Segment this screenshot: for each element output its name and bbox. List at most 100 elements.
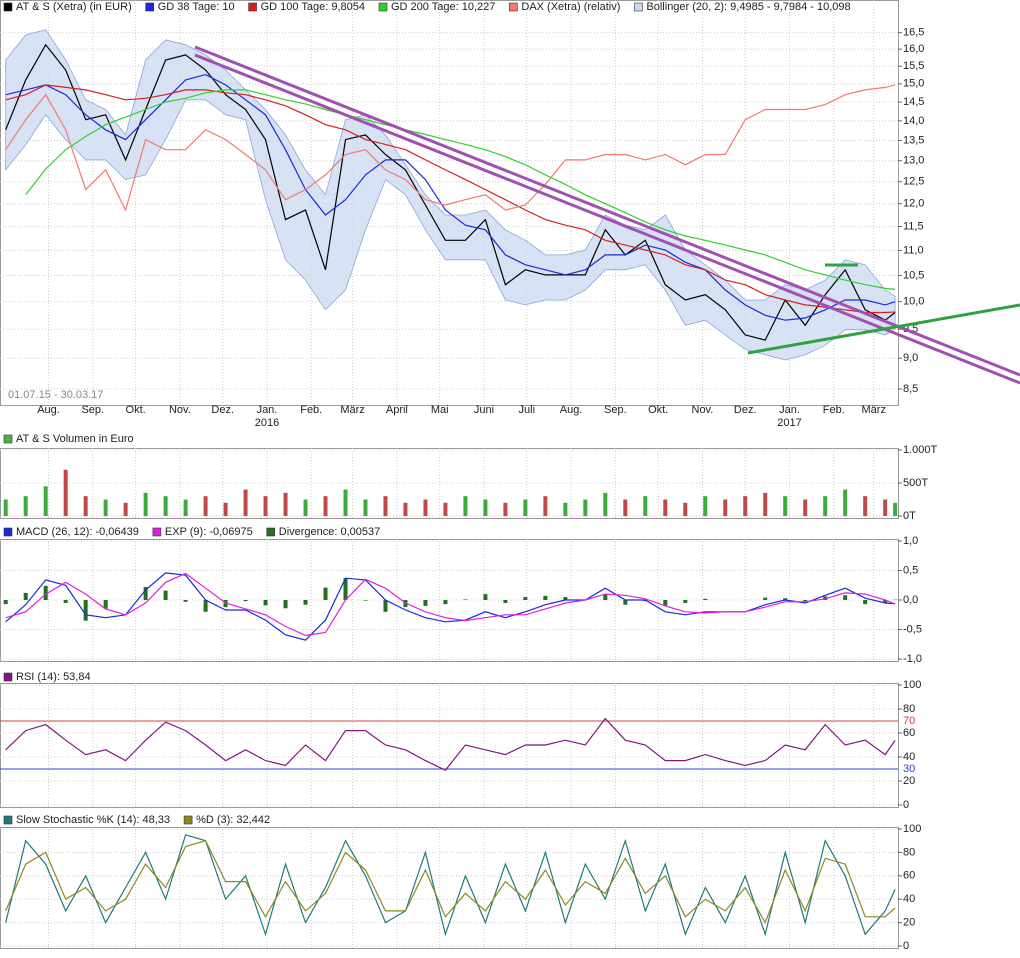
- divergence-bar: [363, 600, 368, 601]
- x-tick-label: Sep.: [604, 404, 627, 416]
- y-tick-label: 60: [903, 870, 915, 882]
- divergence-bar: [783, 598, 788, 600]
- legend-swatch: [3, 434, 13, 444]
- legend-swatch: [266, 527, 276, 537]
- legend-label: DAX (Xetra) (relativ): [521, 1, 620, 13]
- legend-label: AT & S Volumen in Euro: [16, 433, 134, 445]
- legend-swatch: [3, 815, 13, 825]
- panel-clip: [3, 572, 898, 641]
- y-tick-label: 40: [903, 893, 915, 905]
- divergence-bar: [343, 578, 348, 600]
- x-tick-label: Feb.: [300, 404, 322, 416]
- y-tick-label: 80: [903, 846, 915, 858]
- volume-bar: [623, 499, 628, 516]
- series-line: [5, 839, 896, 925]
- series-line: [5, 84, 896, 314]
- level-label: 70: [903, 715, 915, 727]
- divergence-bar: [203, 600, 208, 612]
- series-line: [25, 89, 896, 290]
- divergence-bar: [623, 600, 628, 605]
- divergence-bar: [463, 599, 468, 600]
- legend-swatch: [509, 2, 518, 12]
- y-tick-label: -1,0: [903, 653, 922, 665]
- volume-bar: [163, 496, 168, 516]
- volume-bar: [403, 502, 408, 516]
- date-range: 01.07.15 - 30.03.17: [8, 389, 103, 401]
- divergence-bar: [523, 597, 528, 600]
- y-tick-label: 0,0: [903, 594, 918, 606]
- volume-bar: [883, 499, 888, 516]
- y-tick-label: 14,0: [903, 115, 924, 127]
- y-tick-label: 16,5: [903, 27, 924, 39]
- panel-frame: [0, 683, 899, 808]
- series-line: [5, 572, 896, 637]
- volume-bar: [463, 496, 468, 516]
- y-tick-label: 0T: [903, 510, 916, 522]
- divergence-bar: [3, 600, 8, 605]
- x-tick-label: Aug.: [37, 404, 60, 416]
- trend-line: [194, 45, 1020, 377]
- year-label: 2016: [255, 417, 279, 429]
- year-label: 2017: [777, 417, 801, 429]
- x-tick-label: Jan.: [779, 404, 800, 416]
- volume-bar: [743, 496, 748, 516]
- y-tick-label: 11,0: [903, 244, 924, 256]
- divergence-bar: [243, 600, 248, 602]
- divergence-bar: [383, 600, 388, 612]
- x-tick-label: Juni: [474, 404, 494, 416]
- volume-bar: [443, 502, 448, 516]
- y-tick-label: 9,0: [903, 352, 918, 364]
- legend-label: GD 100 Tage: 9,8054: [261, 1, 365, 13]
- divergence-bar: [863, 600, 868, 605]
- volume-bar: [263, 496, 268, 516]
- volume-bar: [503, 502, 508, 516]
- volume-bar: [663, 499, 668, 516]
- trend-lines: [194, 45, 1020, 385]
- x-tick-label: Juli: [519, 404, 536, 416]
- y-tick-label: 100: [903, 679, 921, 691]
- volume-bar: [3, 499, 8, 516]
- series-line: [5, 84, 896, 212]
- legend-swatch: [183, 815, 193, 825]
- y-tick-label: 14,5: [903, 96, 924, 108]
- volume-bar: [223, 502, 228, 516]
- y-tick-label: 12,5: [903, 176, 924, 188]
- volume-bar: [203, 496, 208, 516]
- panel-clip: [3, 469, 898, 516]
- y-tick-label: 0: [903, 799, 909, 811]
- legend-label: Divergence: 0,00537: [279, 526, 381, 538]
- divergence-bar: [683, 600, 688, 603]
- volume-bar: [243, 489, 248, 516]
- y-tick-label: 15,0: [903, 78, 924, 90]
- x-tick-label: Nov.: [169, 404, 191, 416]
- legend-label: EXP (9): -0,06975: [165, 526, 253, 538]
- y-tick-label: 13,5: [903, 134, 924, 146]
- y-tick-label: 500T: [903, 477, 928, 489]
- legend-label: Slow Stochastic %K (14): 48,33: [16, 814, 170, 826]
- volume-bar: [303, 499, 308, 516]
- y-tick-label: 8,5: [903, 383, 918, 395]
- volume-bar: [83, 496, 88, 516]
- volume-bar: [523, 499, 528, 516]
- volume-bar: [823, 496, 828, 516]
- volume-bar: [803, 499, 808, 516]
- y-tick-label: 12,0: [903, 198, 924, 210]
- volume-bar: [423, 499, 428, 516]
- divergence-bar: [323, 587, 328, 600]
- volume-bar: [103, 499, 108, 516]
- legend-label: RSI (14): 53,84: [16, 671, 91, 683]
- y-tick-label: 1.000T: [903, 444, 938, 456]
- divergence-bar: [663, 600, 668, 606]
- x-tick-label: Dez.: [734, 404, 757, 416]
- x-tick-label: Dez.: [211, 404, 234, 416]
- divergence-bar: [163, 590, 168, 600]
- divergence-bar: [563, 597, 568, 600]
- volume-bar: [603, 492, 608, 516]
- series-line: [5, 43, 896, 341]
- x-tick-label: Nov.: [692, 404, 714, 416]
- y-tick-label: 16,0: [903, 43, 924, 55]
- volume-bar: [643, 496, 648, 516]
- divergence-bar: [543, 595, 548, 600]
- y-tick-label: 60: [903, 727, 915, 739]
- volume-bar: [703, 496, 708, 516]
